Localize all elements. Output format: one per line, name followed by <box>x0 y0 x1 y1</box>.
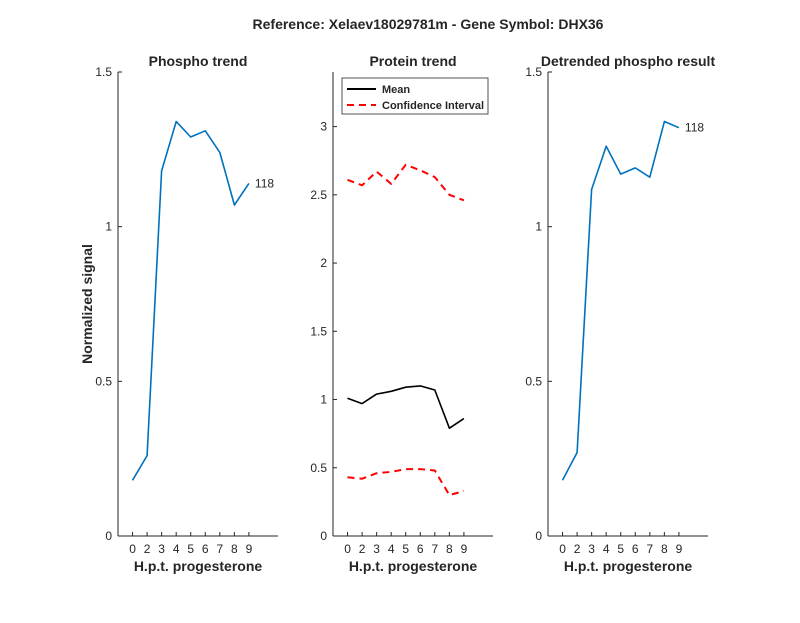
x-tick-label: 7 <box>216 542 223 556</box>
x-tick-label: 5 <box>617 542 624 556</box>
x-tick-label: 5 <box>187 542 194 556</box>
x-axis-label: H.p.t. progesterone <box>349 558 478 574</box>
y-tick-label: 1.5 <box>95 65 112 79</box>
x-tick-label: 9 <box>676 542 683 556</box>
x-tick-label: 6 <box>202 542 209 556</box>
x-tick-label: 8 <box>446 542 453 556</box>
y-tick-label: 2.5 <box>310 188 327 202</box>
x-tick-label: 4 <box>603 542 610 556</box>
legend: Mean Confidence Interval <box>341 77 489 115</box>
legend-box <box>341 77 489 115</box>
y-tick-label: 1 <box>320 393 327 407</box>
legend-entry: Mean <box>382 84 410 96</box>
x-tick-label: 6 <box>632 542 639 556</box>
x-tick-label: 0 <box>344 542 351 556</box>
x-axis-label: H.p.t. progesterone <box>134 558 263 574</box>
x-tick-label: 7 <box>646 542 653 556</box>
y-tick-label: 0 <box>105 529 112 543</box>
series-0-line <box>131 120 250 481</box>
x-tick-label: 3 <box>158 542 165 556</box>
panel-title: Detrended phospho result <box>541 53 716 69</box>
x-axis-label: H.p.t. progesterone <box>564 558 693 574</box>
y-axis-label: Normalized signal <box>79 244 95 364</box>
mean-line <box>347 385 465 430</box>
x-tick-label: 3 <box>373 542 380 556</box>
x-tick-label: 4 <box>388 542 395 556</box>
y-tick-label: 3 <box>320 120 327 134</box>
series-0-line <box>561 120 680 481</box>
figure-title: Reference: Xelaev18029781m - Gene Symbol… <box>253 16 604 32</box>
x-tick-label: 5 <box>402 542 409 556</box>
y-tick-label: 0.5 <box>95 374 112 388</box>
x-tick-label: 9 <box>461 542 468 556</box>
y-tick-label: 0 <box>535 529 542 543</box>
x-tick-label: 4 <box>173 542 180 556</box>
y-tick-label: 1 <box>105 220 112 234</box>
x-tick-label: 8 <box>661 542 668 556</box>
panel-title: Protein trend <box>369 53 456 69</box>
y-tick-label: 1 <box>535 220 542 234</box>
y-tick-label: 0 <box>320 529 327 543</box>
series-2-line <box>347 468 465 497</box>
x-tick-label: 0 <box>559 542 566 556</box>
panel-title: Phospho trend <box>149 53 248 69</box>
y-tick-label: 1.5 <box>525 65 542 79</box>
y-tick-label: 2 <box>320 256 327 270</box>
end-label: 118 <box>685 121 704 135</box>
x-tick-label: 3 <box>588 542 595 556</box>
x-tick-label: 2 <box>144 542 151 556</box>
y-tick-label: 0.5 <box>310 461 327 475</box>
x-tick-label: 2 <box>574 542 581 556</box>
x-tick-label: 0 <box>129 542 136 556</box>
end-label: 118 <box>255 176 274 190</box>
x-tick-label: 9 <box>246 542 253 556</box>
x-tick-label: 6 <box>417 542 424 556</box>
y-tick-label: 0.5 <box>525 374 542 388</box>
y-tick-label: 1.5 <box>310 324 327 338</box>
x-tick-label: 2 <box>359 542 366 556</box>
x-tick-label: 7 <box>431 542 438 556</box>
confidence-interval-line <box>347 163 465 202</box>
x-tick-label: 8 <box>231 542 238 556</box>
legend-entry: Confidence Interval <box>382 100 484 112</box>
